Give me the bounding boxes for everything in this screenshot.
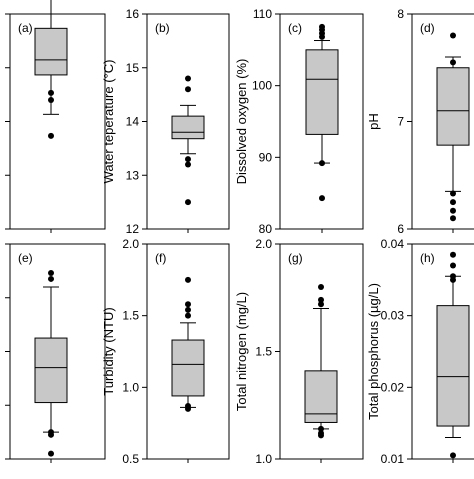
y-tick-label: 13	[126, 168, 140, 182]
outlier-point	[48, 270, 54, 277]
outlier-point	[185, 301, 191, 308]
y-axis-title: Dissolved oxygen (%)	[234, 59, 249, 185]
outlier-point	[450, 262, 456, 269]
y-tick-label: 0.01	[381, 452, 405, 466]
outlier-point	[318, 296, 324, 303]
panel-label: (c)	[288, 21, 302, 35]
panel-label: (b)	[155, 21, 170, 35]
outlier-point	[185, 161, 191, 168]
outlier-point	[185, 86, 191, 93]
y-tick-label: 12	[126, 222, 140, 236]
y-tick-label: 15	[126, 61, 140, 75]
y-tick-label: 2.0	[122, 237, 139, 251]
outlier-point	[450, 251, 456, 258]
outlier-point	[450, 215, 456, 222]
y-tick-label: 8	[397, 7, 404, 21]
outlier-point	[48, 275, 54, 282]
outlier-point	[319, 23, 325, 30]
box-iqr	[171, 339, 205, 397]
outlier-point	[450, 207, 456, 214]
y-tick-label: 0.04	[381, 237, 405, 251]
outlier-point	[450, 59, 456, 66]
outlier-point	[450, 273, 456, 280]
outlier-point	[318, 301, 324, 308]
box-iqr	[34, 337, 68, 404]
panel-label: (h)	[420, 251, 435, 265]
outlier-point	[185, 306, 191, 313]
y-tick-label: 1.5	[122, 309, 139, 323]
y-tick-label: 14	[126, 115, 140, 129]
outlier-point	[48, 429, 54, 436]
y-tick-label: 90	[259, 150, 273, 164]
y-tick-label: 16	[126, 7, 140, 21]
outlier-point	[48, 89, 54, 96]
outlier-point	[319, 160, 325, 167]
outlier-point	[185, 402, 191, 409]
panel-label: (f)	[155, 251, 166, 265]
y-tick-label: 0.03	[381, 309, 405, 323]
y-tick-label: 110	[253, 7, 272, 21]
y-tick-label: 1.0	[122, 380, 139, 394]
y-tick-label: 1.5	[255, 345, 272, 359]
y-axis-title: Water teperature (°C)	[101, 60, 116, 184]
box-iqr	[171, 115, 205, 140]
outlier-point	[48, 132, 54, 139]
box-iqr	[304, 370, 338, 423]
outlier-point	[185, 199, 191, 206]
y-axis-title: Total phosphorus (µg/L)	[366, 283, 381, 420]
outlier-point	[450, 32, 456, 39]
y-tick-label: 1.0	[255, 452, 272, 466]
y-axis-title: Turbidity (NTU)	[101, 307, 116, 395]
y-tick-label: 2.0	[255, 237, 272, 251]
outlier-point	[319, 195, 325, 202]
panel-label: (d)	[420, 21, 435, 35]
box-iqr	[436, 67, 470, 146]
outlier-point	[318, 284, 324, 290]
outlier-point	[450, 190, 456, 197]
y-tick-label: 0.5	[122, 452, 139, 466]
outlier-point	[318, 430, 324, 437]
outlier-point	[48, 450, 54, 457]
outlier-point	[185, 312, 191, 319]
y-tick-label: 7	[397, 115, 404, 129]
panel-label: (a)	[18, 21, 33, 35]
outlier-point	[185, 75, 191, 82]
box-iqr	[34, 27, 68, 76]
y-tick-label: 100	[252, 79, 272, 93]
box-iqr	[305, 49, 339, 135]
outlier-point	[450, 199, 456, 206]
y-axis-title: pH	[366, 113, 381, 130]
box-iqr	[436, 305, 470, 427]
outlier-point	[48, 97, 54, 103]
outlier-point	[185, 156, 191, 163]
outlier-point	[318, 425, 324, 432]
panel-label: (e)	[18, 251, 33, 265]
y-tick-label: 0.02	[381, 380, 405, 394]
outlier-point	[450, 452, 456, 459]
y-axis-title: Total nitrogen (mg/L)	[234, 292, 249, 411]
panel-label: (g)	[288, 251, 303, 265]
y-tick-label: 6	[397, 222, 404, 236]
y-tick-label: 80	[259, 222, 273, 236]
outlier-point	[185, 276, 191, 283]
